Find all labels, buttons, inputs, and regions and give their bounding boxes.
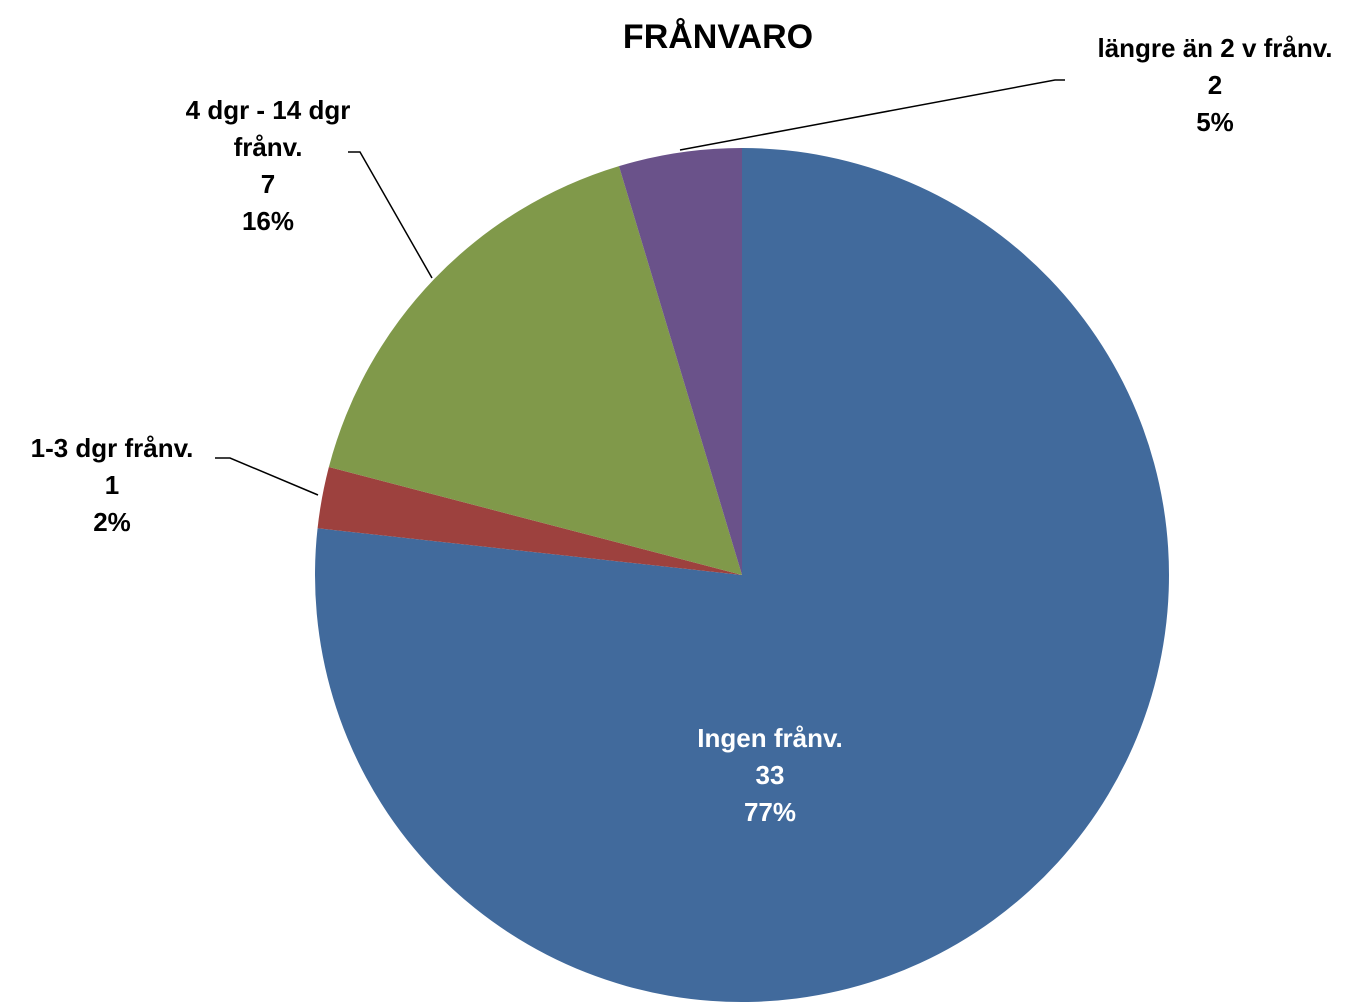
slices [315, 148, 1169, 1002]
label-name: längre än 2 v frånv. [1097, 33, 1333, 63]
label-percent: 16% [241, 206, 295, 236]
leader-line [348, 151, 433, 279]
pie-slice [317, 466, 742, 575]
data-label: Ingen frånv. 33 77% [640, 720, 900, 831]
data-label: 4 dgr - 14 dgr frånv. 7 16% [148, 92, 388, 240]
label-name: 1-3 dgr frånv. [30, 433, 194, 463]
data-label: längre än 2 v frånv. 2 5% [1055, 30, 1366, 141]
chart-title: FRÅNVARO [622, 18, 814, 56]
leader-line [679, 79, 1065, 151]
label-percent: 77% [743, 797, 797, 827]
label-value: 1 [104, 470, 120, 500]
pie-slice [618, 148, 742, 575]
label-percent: 2% [93, 507, 131, 537]
data-label: 1-3 dgr frånv. 1 2% [2, 430, 222, 541]
label-value: 2 [1207, 70, 1223, 100]
label-value: 7 [260, 169, 276, 199]
leader-line [215, 457, 319, 496]
label-name: Ingen frånv. [697, 723, 843, 753]
label-value: 33 [755, 760, 785, 790]
label-percent: 5% [1196, 107, 1234, 137]
label-name: 4 dgr - 14 dgr frånv. [185, 95, 351, 162]
pie-slice [315, 148, 1169, 1002]
pie-slice [328, 166, 742, 575]
